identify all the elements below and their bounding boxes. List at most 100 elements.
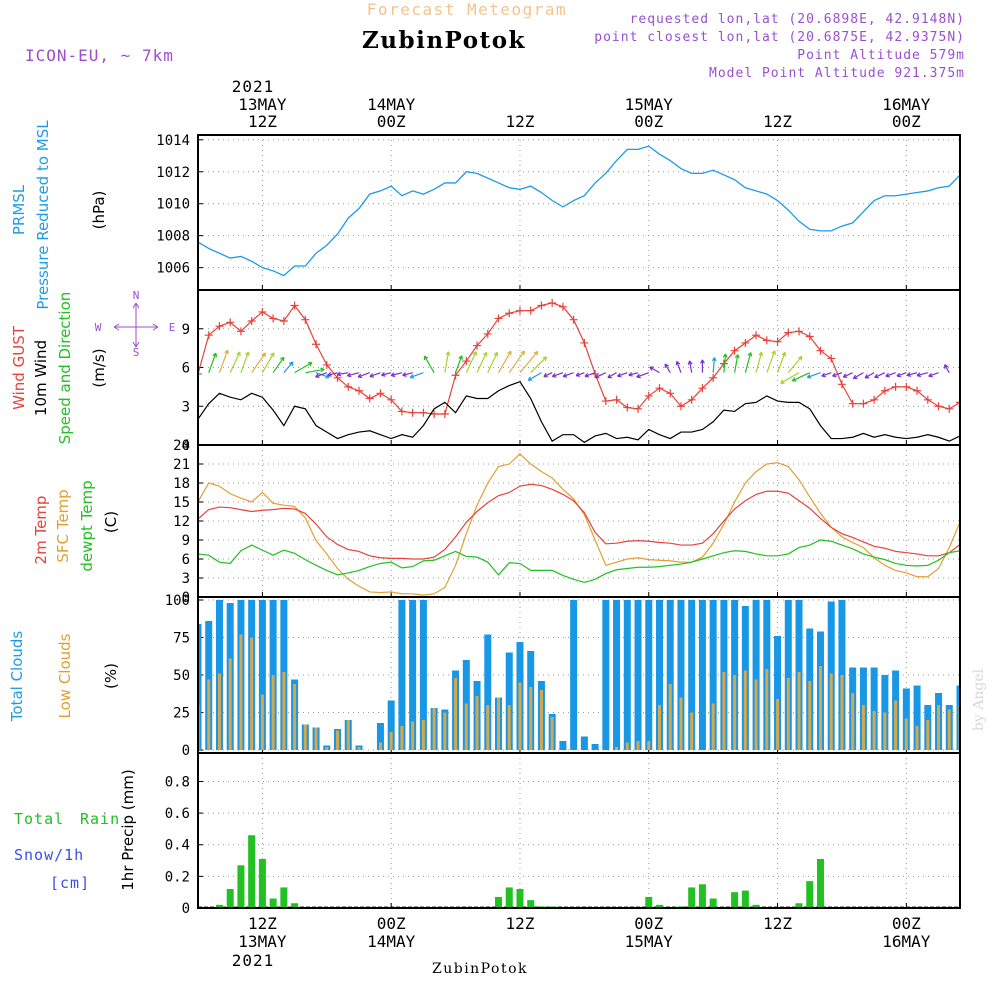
gust-point (290, 301, 299, 310)
pressure-plot (198, 145, 960, 277)
low-cloud-bar (625, 742, 629, 750)
gust-point (870, 395, 879, 404)
wind-arrow-icon (617, 372, 628, 378)
precip-panel: 0 0.2 0.4 0.6 0.8 (165, 752, 961, 917)
temp-sfc-line (198, 453, 960, 596)
wind-arrow-head (458, 355, 463, 360)
forecast-title: Forecast Meteogram (367, 0, 567, 19)
precip-total-label: Total (14, 810, 64, 828)
wind-arrow-head (472, 351, 477, 356)
wind-arrow-shaft (664, 363, 671, 373)
gust-point (623, 403, 632, 412)
wind-arrow-shaft (455, 355, 463, 373)
wind-arrow-shaft (755, 352, 763, 373)
pressure-line (198, 145, 960, 277)
total-cloud-bar (774, 636, 782, 750)
low-cloud-bar (421, 720, 425, 750)
total-cloud-bar (376, 723, 384, 750)
wind-arrow-shaft (617, 372, 628, 377)
pressure-unit-label: (hPa) (90, 191, 108, 230)
wind-arrow-shaft (261, 352, 275, 373)
wind-arrow-head (493, 351, 499, 357)
gust-point (655, 384, 664, 393)
bottom-year: 2021 (232, 951, 275, 970)
wind-arrow-shaft (607, 372, 617, 379)
wind-10m-label: 10m Wind (32, 340, 50, 416)
total-cloud-bar (870, 667, 878, 750)
low-cloud-bar (786, 678, 790, 750)
y-tick-label: 1008 (156, 229, 190, 245)
chart-panels: 1006100810101012101403690369121518212402… (156, 133, 961, 917)
wind-arrow-shaft (508, 350, 525, 374)
low-cloud-bar (765, 669, 769, 750)
gust-point (408, 408, 417, 417)
wind-arrow-shaft (347, 372, 360, 377)
precip-bar (527, 900, 535, 908)
wind-arrow-icon (240, 351, 250, 373)
y-tick-label: 3 (182, 571, 190, 587)
wind-arrow-icon (755, 351, 764, 373)
wind-arrow-head (617, 372, 622, 378)
clouds-plot (198, 600, 960, 750)
wind-arrow-shaft (595, 372, 607, 379)
y-tick-label: 3 (182, 399, 190, 415)
wind-arrow-icon (423, 355, 435, 373)
gust-point (837, 380, 846, 389)
gust-point (322, 360, 331, 369)
temp-unit-label: (C) (102, 511, 120, 533)
wind-arrow-icon (675, 360, 682, 373)
precip-bar (505, 887, 513, 908)
wind-arrow-head (236, 351, 241, 357)
wind-arrow-icon (744, 352, 753, 373)
wind-arrow-head (664, 363, 669, 369)
gust-point (634, 404, 643, 413)
top-tick-date: 16MAY (882, 95, 931, 114)
low-cloud-bar (217, 673, 221, 750)
low-cloud-bar (250, 637, 254, 750)
low-cloud-bar (228, 658, 232, 750)
wind-arrow-shaft (744, 352, 752, 373)
wind-arrow-head (190, 359, 193, 363)
wind-arrow-head (806, 374, 812, 379)
wind-arrow-icon (787, 355, 803, 374)
y-tick-label: 0 (182, 438, 190, 454)
wind-arrow-head (842, 373, 848, 378)
closest-coords: point closest lon,lat (20.6875E, 42.9375… (594, 30, 965, 45)
wind-arrow-head (261, 352, 267, 358)
gust-point (752, 331, 761, 340)
wind-arrow-head (944, 364, 949, 369)
low-cloud-bar (486, 705, 490, 750)
wind-arrow-shaft (305, 368, 325, 374)
wind-arrow-head (307, 362, 313, 367)
bottom-tick-date: 16MAY (882, 932, 931, 951)
y-tick-label: 15 (173, 495, 190, 511)
wind-arrow-shaft (832, 372, 843, 377)
low-cloud-bar (679, 697, 683, 750)
wind-arrow-icon (519, 350, 539, 374)
precip-rain-label: Rain (80, 810, 120, 828)
total-cloud-bar (398, 600, 406, 750)
precip-bar (709, 898, 717, 908)
bottom-tick-hour: 12Z (763, 914, 792, 933)
low-cloud-bar (454, 678, 458, 750)
low-cloud-bar (529, 687, 533, 750)
wind-arrow-head (722, 353, 728, 358)
y-tick-label: 21 (173, 457, 190, 473)
wind-arrow-icon (229, 351, 241, 373)
low-cloud-bar (518, 682, 522, 750)
wind-arrow-icon (476, 351, 488, 373)
gust-point (859, 399, 868, 408)
low-cloud-bar (314, 727, 318, 750)
precip-bar (752, 904, 760, 908)
gust-point (505, 309, 514, 318)
wind-arrow-icon (208, 352, 218, 373)
wind-arrow-head (711, 357, 717, 362)
gust-point (419, 408, 428, 417)
y-tick-label: 50 (173, 668, 190, 684)
y-tick-label: 0.6 (165, 806, 190, 822)
wind-arrow-head (832, 372, 837, 378)
wind-arrow-head (390, 372, 396, 378)
compass-icon: N S W E (95, 289, 176, 359)
